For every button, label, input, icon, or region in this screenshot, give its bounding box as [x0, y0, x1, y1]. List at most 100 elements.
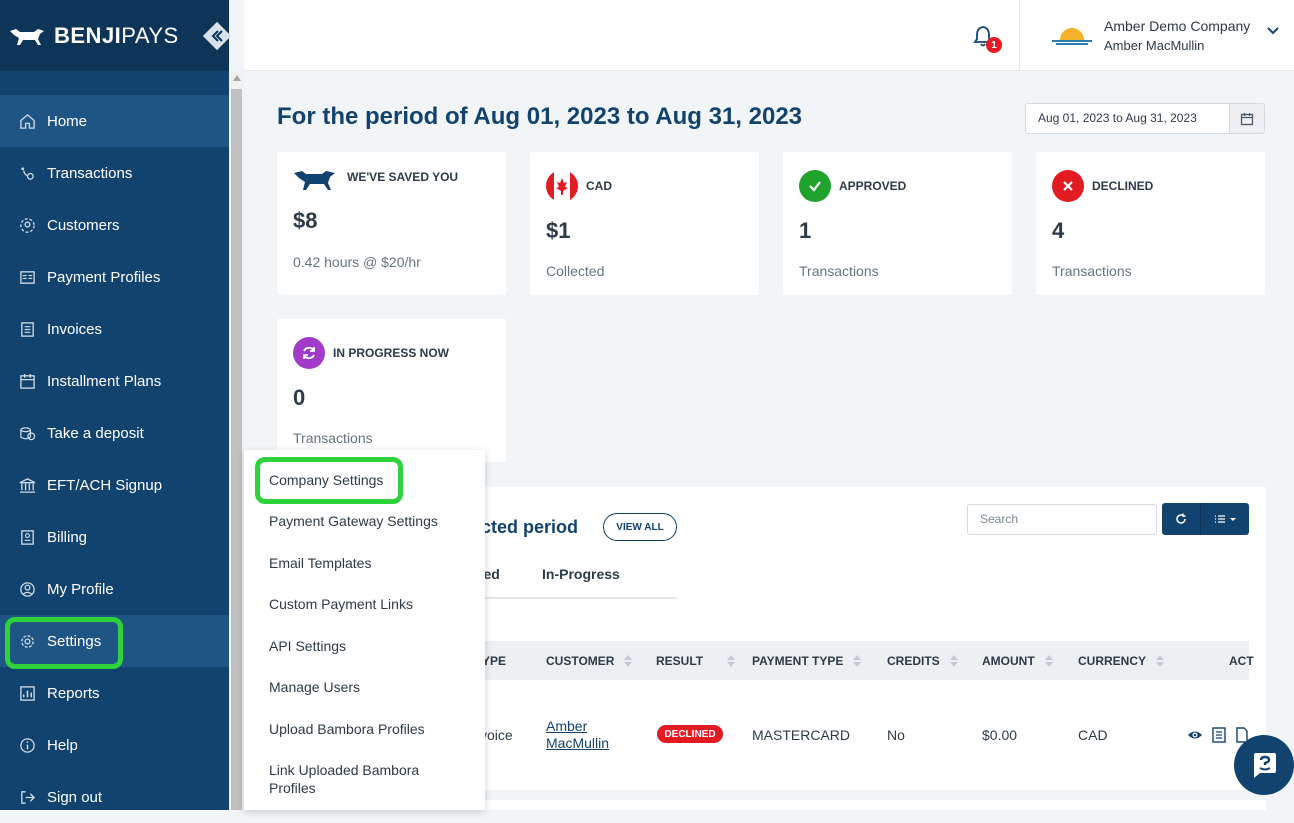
- sidebar-item-label: Sign out: [47, 788, 103, 806]
- sidebar-item-invoices[interactable]: Invoices: [0, 303, 229, 355]
- sidebar: BENJIPAYS Home Transactions Customers Pa…: [0, 0, 231, 810]
- sidebar-item-label: Home: [47, 112, 88, 130]
- menu-item-custom-payment-links[interactable]: Custom Payment Links: [269, 596, 413, 612]
- customers-icon: [18, 216, 36, 234]
- sidebar-item-transactions[interactable]: Transactions: [0, 147, 229, 199]
- column-header-amount[interactable]: AMOUNT: [982, 654, 1053, 668]
- card-subtext: 0.42 hours @ $20/hr: [293, 254, 421, 270]
- columns-toggle-button[interactable]: [1200, 503, 1249, 535]
- profile-icon: [18, 580, 36, 598]
- chevron-down-icon[interactable]: [1266, 24, 1280, 38]
- column-header-credits[interactable]: CREDITS: [887, 654, 958, 668]
- menu-item-link-uploaded-bambora-profiles[interactable]: Link Uploaded Bambora Profiles: [269, 762, 420, 796]
- list-icon: [1215, 515, 1236, 523]
- scrollbar-thumb[interactable]: [231, 89, 242, 810]
- menu-item-manage-users[interactable]: Manage Users: [269, 679, 361, 695]
- cell-amount: $0.00: [982, 727, 1018, 743]
- sidebar-item-home[interactable]: Home: [0, 95, 229, 147]
- settings-dropdown-menu: Company Settings Payment Gateway Setting…: [244, 450, 485, 810]
- sidebar-item-customers[interactable]: Customers: [0, 199, 229, 251]
- menu-item-upload-bambora-profiles[interactable]: Upload Bambora Profiles: [269, 721, 425, 737]
- sidebar-item-payment-profiles[interactable]: Payment Profiles: [0, 251, 229, 303]
- coins-icon: [18, 424, 36, 442]
- card-value: 1: [799, 218, 812, 243]
- sidebar-item-help[interactable]: Help: [0, 719, 229, 771]
- column-header-payment-type[interactable]: PAYMENT TYPE: [752, 654, 862, 668]
- bell-icon[interactable]: [972, 24, 994, 48]
- card-cad: CAD $1 Collected: [530, 152, 759, 295]
- sidebar-item-take-a-deposit[interactable]: Take a deposit: [0, 407, 229, 459]
- receipt-icon[interactable]: [1211, 727, 1227, 743]
- sidebar-item-label: Transactions: [47, 164, 133, 182]
- column-header-type[interactable]: YPE: [482, 654, 507, 668]
- search-input[interactable]: Search: [967, 504, 1157, 535]
- card-declined: DECLINED 4 Transactions: [1036, 152, 1265, 295]
- sidebar-item-sign-out[interactable]: Sign out: [0, 771, 229, 823]
- view-all-button[interactable]: VIEW ALL: [603, 513, 677, 541]
- sort-icon: [853, 655, 862, 667]
- sort-icon: [1044, 655, 1053, 667]
- sidebar-item-installment-plans[interactable]: Installment Plans: [0, 355, 229, 407]
- card-value: 0: [293, 385, 306, 410]
- sidebar-item-label: Help: [47, 736, 78, 754]
- refresh-button[interactable]: [1162, 503, 1200, 535]
- payment-profiles-icon: [18, 268, 36, 286]
- user-name[interactable]: Amber MacMullin: [1104, 38, 1205, 53]
- card-label: DECLINED: [1092, 179, 1154, 193]
- help-icon: [18, 736, 36, 754]
- eye-icon[interactable]: [1187, 727, 1203, 743]
- column-header-result[interactable]: RESULT: [656, 654, 736, 668]
- check-icon: [799, 170, 831, 202]
- sidebar-item-label: My Profile: [47, 580, 114, 598]
- card-value: $8: [293, 208, 318, 233]
- customer-link[interactable]: Amber MacMullin: [546, 718, 610, 751]
- card-label: IN PROGRESS NOW: [333, 346, 450, 360]
- canada-flag-icon: [546, 170, 578, 202]
- reports-icon: [18, 684, 36, 702]
- date-picker-button[interactable]: [1229, 103, 1265, 134]
- sidebar-item-label: Reports: [47, 684, 100, 702]
- help-chat-button[interactable]: [1234, 735, 1294, 795]
- menu-item-email-templates[interactable]: Email Templates: [269, 555, 372, 571]
- date-range-input[interactable]: Aug 01, 2023 to Aug 31, 2023: [1025, 103, 1230, 134]
- pdf-icon[interactable]: [1235, 727, 1249, 743]
- panel-title: cted period: [481, 517, 579, 537]
- dog-logo-icon: [10, 28, 44, 45]
- sidebar-item-label: Settings: [47, 632, 102, 650]
- menu-item-company-settings[interactable]: Company Settings: [269, 472, 384, 488]
- collapse-sidebar-icon[interactable]: [203, 22, 231, 50]
- divider: [1019, 0, 1020, 71]
- column-header-customer[interactable]: CUSTOMER: [546, 654, 633, 668]
- menu-item-payment-gateway-settings[interactable]: Payment Gateway Settings: [269, 513, 438, 529]
- bank-icon: [18, 476, 36, 494]
- company-name[interactable]: Amber Demo Company: [1104, 18, 1251, 34]
- cell-type: voice: [480, 727, 513, 743]
- card-saved: WE'VE SAVED YOU $8 0.42 hours @ $20/hr: [277, 152, 506, 295]
- card-label: WE'VE SAVED YOU: [347, 170, 459, 184]
- sidebar-item-label: Take a deposit: [47, 424, 144, 442]
- sort-icon: [949, 655, 958, 667]
- menu-item-api-settings[interactable]: API Settings: [269, 638, 347, 654]
- sidebar-item-billing[interactable]: Billing: [0, 511, 229, 563]
- chat-help-icon: [1254, 753, 1276, 778]
- sidebar-item-label: Customers: [47, 216, 120, 234]
- brand[interactable]: BENJIPAYS: [0, 0, 231, 71]
- invoices-icon: [18, 320, 36, 338]
- sidebar-item-my-profile[interactable]: My Profile: [0, 563, 229, 615]
- cell-currency: CAD: [1078, 727, 1108, 743]
- sidebar-item-reports[interactable]: Reports: [0, 667, 229, 719]
- calendar-icon: [18, 372, 36, 390]
- company-logo-icon: [1052, 28, 1092, 45]
- sidebar-scrollbar[interactable]: [229, 71, 244, 810]
- sidebar-item-eft-ach-signup[interactable]: EFT/ACH Signup: [0, 459, 229, 511]
- home-icon: [18, 112, 36, 130]
- tab-in-progress[interactable]: In-Progress: [542, 566, 620, 582]
- refresh-icon: [293, 337, 325, 369]
- scroll-up-icon[interactable]: [233, 75, 241, 81]
- column-header-currency[interactable]: CURRENCY: [1078, 654, 1165, 668]
- sidebar-item-label: Invoices: [47, 320, 103, 338]
- page-title: For the period of Aug 01, 2023 to Aug 31…: [277, 103, 803, 130]
- sidebar-item-label: EFT/ACH Signup: [47, 476, 163, 494]
- billing-icon: [18, 528, 36, 546]
- brand-name-bold: BENJI: [54, 22, 122, 48]
